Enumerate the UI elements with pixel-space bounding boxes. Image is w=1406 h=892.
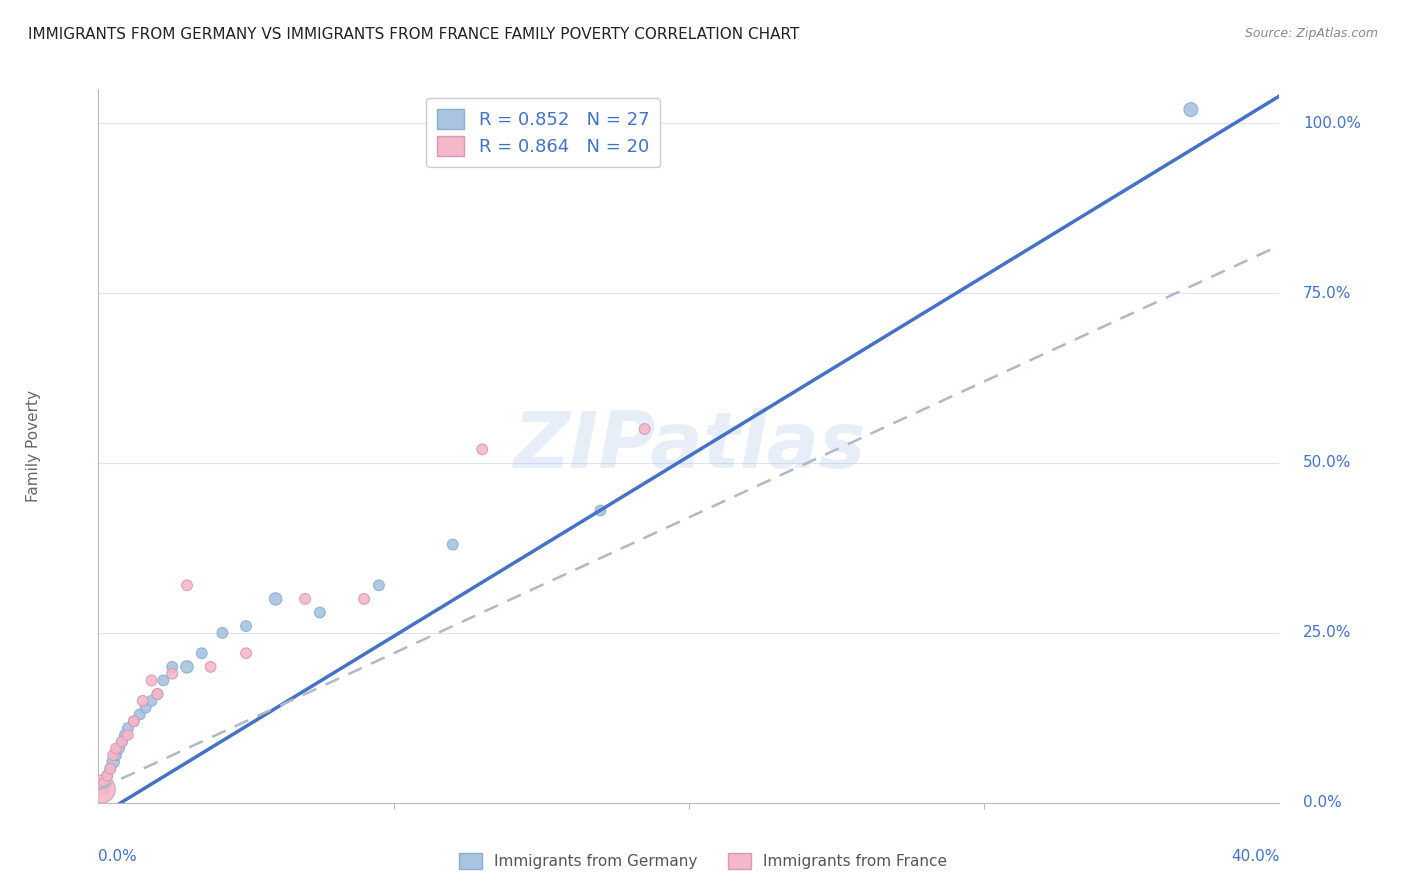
Point xyxy=(132,694,155,708)
Point xyxy=(103,748,125,763)
Text: Source: ZipAtlas.com: Source: ZipAtlas.com xyxy=(1244,27,1378,40)
Point xyxy=(152,673,174,688)
Point xyxy=(105,741,128,756)
Point xyxy=(235,646,257,660)
Text: 75.0%: 75.0% xyxy=(1303,285,1351,301)
Point xyxy=(122,714,145,729)
Point xyxy=(176,660,198,674)
Point xyxy=(103,755,125,769)
Point xyxy=(128,707,150,722)
Point xyxy=(294,591,316,606)
Point xyxy=(96,769,118,783)
Point xyxy=(105,748,128,763)
Point xyxy=(135,700,157,714)
Point xyxy=(471,442,494,457)
Text: IMMIGRANTS FROM GERMANY VS IMMIGRANTS FROM FRANCE FAMILY POVERTY CORRELATION CHA: IMMIGRANTS FROM GERMANY VS IMMIGRANTS FR… xyxy=(28,27,800,42)
Point xyxy=(146,687,169,701)
Text: Family Poverty: Family Poverty xyxy=(25,390,41,502)
Point xyxy=(200,660,222,674)
Point xyxy=(176,578,198,592)
Point xyxy=(98,762,121,776)
Point xyxy=(264,591,287,606)
Point xyxy=(90,775,112,789)
Point xyxy=(368,578,391,592)
Text: 50.0%: 50.0% xyxy=(1303,456,1351,470)
Point xyxy=(111,734,134,748)
Point xyxy=(122,714,145,729)
Point xyxy=(141,694,163,708)
Point xyxy=(633,422,655,436)
Legend: Immigrants from Germany, Immigrants from France: Immigrants from Germany, Immigrants from… xyxy=(453,847,953,875)
Point xyxy=(589,503,612,517)
Text: 25.0%: 25.0% xyxy=(1303,625,1351,640)
Point xyxy=(1180,103,1202,117)
Point xyxy=(111,734,134,748)
Text: 40.0%: 40.0% xyxy=(1232,849,1279,864)
Point xyxy=(162,660,183,674)
Point xyxy=(108,741,131,756)
Point xyxy=(114,728,136,742)
Point xyxy=(93,782,115,797)
Point xyxy=(96,769,118,783)
Point xyxy=(309,606,332,620)
Point xyxy=(117,721,139,735)
Text: 0.0%: 0.0% xyxy=(98,849,138,864)
Text: 100.0%: 100.0% xyxy=(1303,116,1361,131)
Point xyxy=(98,762,121,776)
Point xyxy=(162,666,183,681)
Point xyxy=(93,775,115,789)
Point xyxy=(353,591,375,606)
Point xyxy=(441,537,464,551)
Point xyxy=(146,687,169,701)
Point xyxy=(90,782,112,797)
Point xyxy=(235,619,257,633)
Point xyxy=(191,646,214,660)
Point xyxy=(141,673,163,688)
Point xyxy=(211,626,233,640)
Legend: R = 0.852   N = 27, R = 0.864   N = 20: R = 0.852 N = 27, R = 0.864 N = 20 xyxy=(426,98,661,167)
Text: 0.0%: 0.0% xyxy=(1303,796,1341,810)
Point xyxy=(117,728,139,742)
Text: ZIPatlas: ZIPatlas xyxy=(513,408,865,484)
